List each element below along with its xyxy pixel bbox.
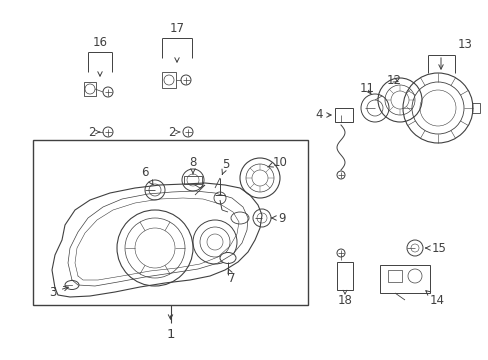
Bar xyxy=(379,265,429,293)
Circle shape xyxy=(181,75,191,85)
Text: 12: 12 xyxy=(386,73,401,86)
Text: 17: 17 xyxy=(169,22,184,35)
Text: 8: 8 xyxy=(189,156,196,174)
Bar xyxy=(84,82,96,96)
Circle shape xyxy=(103,87,113,97)
Text: 3: 3 xyxy=(49,285,68,298)
Circle shape xyxy=(103,127,113,137)
Text: 6: 6 xyxy=(141,166,153,185)
Bar xyxy=(387,270,401,282)
Text: 11: 11 xyxy=(359,81,374,94)
Circle shape xyxy=(183,127,193,137)
Text: 1: 1 xyxy=(166,328,174,342)
Circle shape xyxy=(336,171,345,179)
Circle shape xyxy=(336,249,345,257)
Text: 9: 9 xyxy=(271,211,285,225)
Text: 13: 13 xyxy=(457,39,471,51)
Bar xyxy=(183,176,202,184)
Text: 2: 2 xyxy=(88,126,96,139)
Text: 15: 15 xyxy=(425,242,446,255)
Text: 10: 10 xyxy=(267,156,287,168)
Bar xyxy=(336,262,352,290)
Text: 14: 14 xyxy=(425,291,444,306)
Text: 16: 16 xyxy=(92,36,107,49)
Text: 5: 5 xyxy=(222,158,229,174)
Text: 18: 18 xyxy=(337,293,352,306)
Bar xyxy=(334,108,352,122)
Ellipse shape xyxy=(65,280,79,289)
Ellipse shape xyxy=(220,252,236,264)
Text: 7: 7 xyxy=(227,269,235,284)
Text: 2: 2 xyxy=(168,126,175,139)
Bar xyxy=(162,72,176,88)
Text: 4: 4 xyxy=(315,108,330,122)
Bar xyxy=(33,140,307,305)
Bar xyxy=(471,103,479,113)
